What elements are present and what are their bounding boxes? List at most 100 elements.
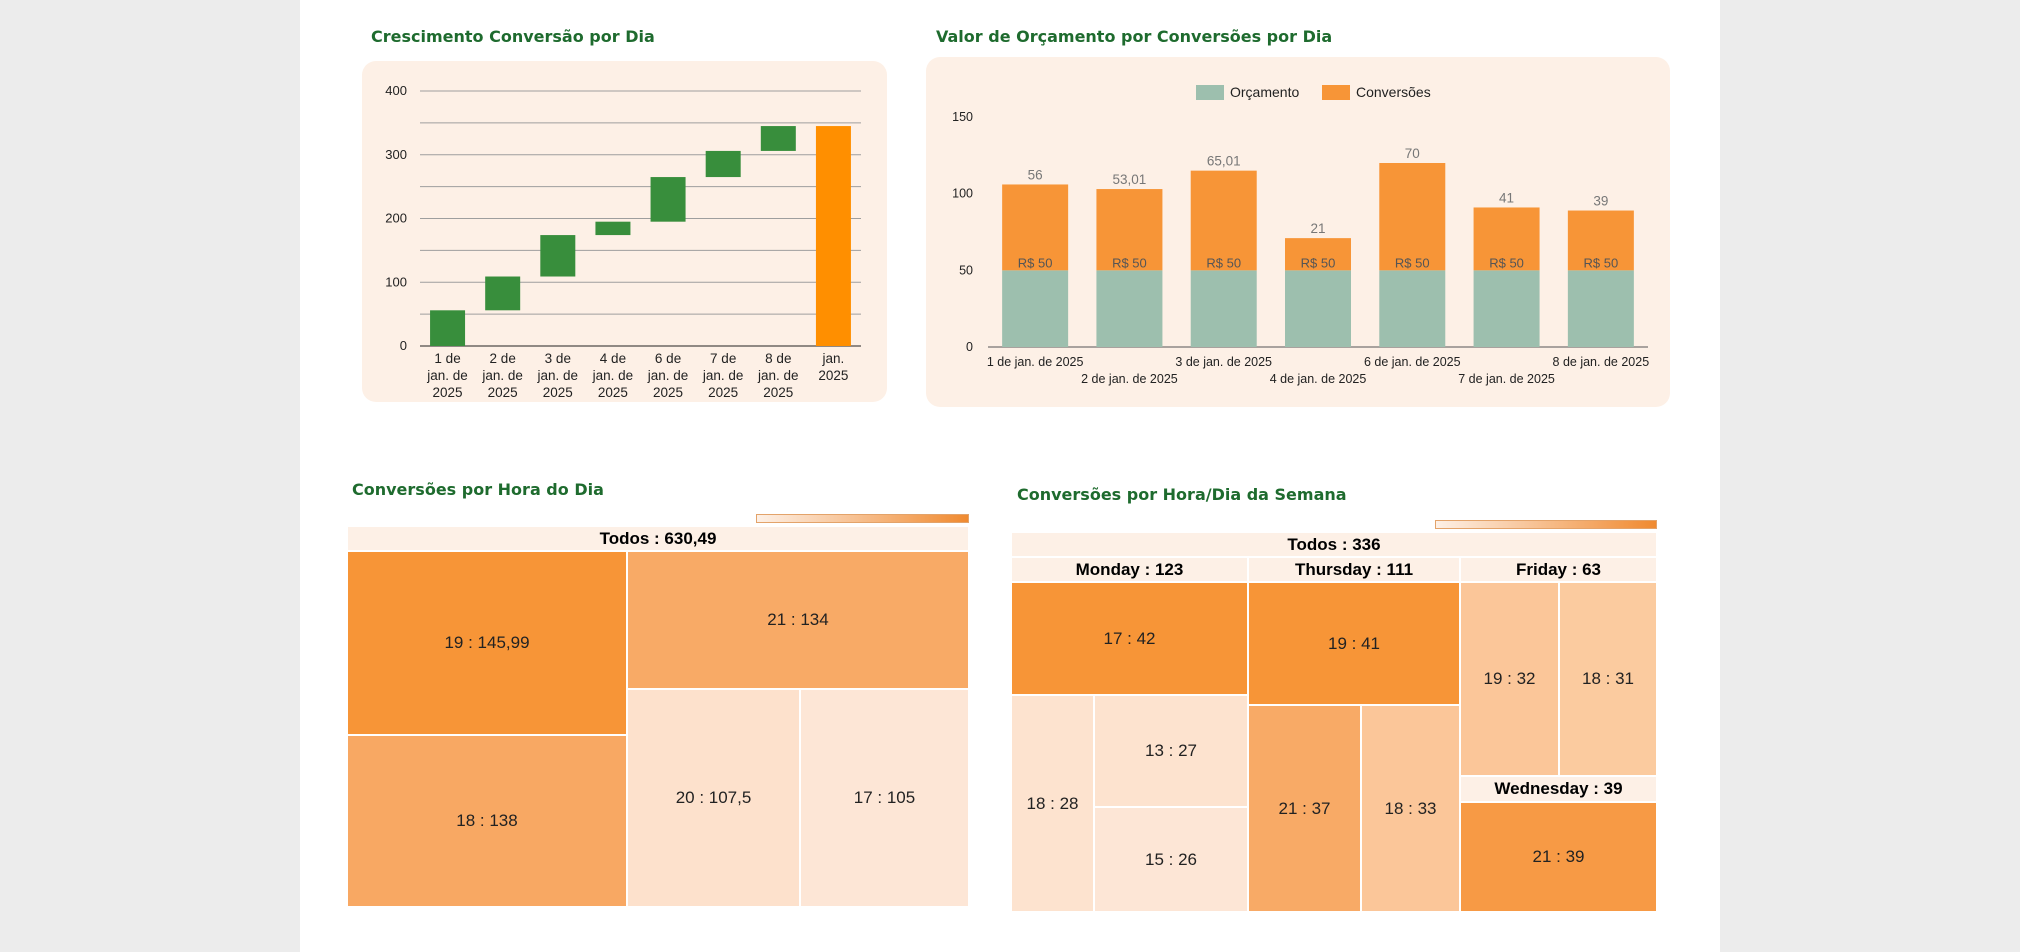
data-label-conversoes: 65,01 bbox=[1207, 154, 1241, 169]
treemap-cell[interactable]: 18 : 33 bbox=[1361, 705, 1460, 912]
waterfall-title: Crescimento Conversão por Dia bbox=[371, 27, 655, 46]
x-tick-label: jan. de bbox=[757, 368, 799, 383]
treemap-cell[interactable]: 17 : 42 bbox=[1011, 582, 1248, 695]
bar-conversoes bbox=[1473, 207, 1540, 271]
x-tick-label: 3 de bbox=[545, 351, 571, 366]
data-label-conversoes: 56 bbox=[1028, 167, 1043, 182]
treemap-cell[interactable]: 21 : 39 bbox=[1460, 802, 1657, 912]
x-tick-label: 4 de jan. de 2025 bbox=[1270, 372, 1367, 386]
x-tick-label: 2025 bbox=[433, 385, 463, 400]
x-tick-label: 7 de jan. de 2025 bbox=[1458, 372, 1555, 386]
y-tick-label: 200 bbox=[385, 211, 407, 226]
treemap-cell[interactable]: 21 : 134 bbox=[627, 551, 969, 689]
report-page: Crescimento Conversão por Dia 0 100 200 300… bbox=[300, 0, 1720, 952]
y-tick-label: 300 bbox=[385, 147, 407, 162]
budget-title: Valor de Orçamento por Conversões por Di… bbox=[936, 27, 1333, 46]
treemap-group-header: Friday : 63 bbox=[1460, 557, 1657, 582]
legend-label-conversoes: Conversões bbox=[1356, 84, 1431, 100]
treemap-cell[interactable]: 18 : 31 bbox=[1559, 582, 1657, 776]
treemap-cell[interactable]: 20 : 107,5 bbox=[627, 689, 800, 907]
x-tick-label: 2025 bbox=[653, 385, 683, 400]
y-tick-label: 100 bbox=[385, 274, 407, 289]
y-tick-label: 400 bbox=[385, 83, 407, 98]
waterfall-bar bbox=[760, 126, 796, 151]
data-label-orcamento: R$ 50 bbox=[1301, 255, 1336, 270]
data-label-orcamento: R$ 50 bbox=[1584, 255, 1619, 270]
x-tick-label: 2025 bbox=[818, 368, 848, 383]
week-color-legend bbox=[1435, 520, 1657, 529]
x-tick-label: jan. de bbox=[702, 368, 744, 383]
waterfall-bar bbox=[430, 310, 466, 346]
hour-treemap-title: Conversões por Hora do Dia bbox=[352, 480, 604, 499]
data-label-conversoes: 39 bbox=[1593, 194, 1608, 209]
hour-treemap-root: Todos : 630,49 bbox=[347, 526, 969, 551]
data-label-orcamento: R$ 50 bbox=[1395, 255, 1430, 270]
treemap-cell[interactable]: 19 : 41 bbox=[1248, 582, 1460, 705]
x-tick-label: 7 de bbox=[710, 351, 736, 366]
bar-conversoes bbox=[1002, 184, 1069, 271]
x-tick-label: 2025 bbox=[598, 385, 628, 400]
waterfall-bar bbox=[705, 150, 741, 178]
y-tick-label: 150 bbox=[952, 110, 973, 124]
x-tick-label: 2025 bbox=[543, 385, 573, 400]
waterfall-bar bbox=[540, 235, 576, 277]
legend-label-orcamento: Orçamento bbox=[1230, 84, 1299, 100]
waterfall-bar bbox=[595, 221, 631, 236]
x-tick-label: jan. bbox=[822, 351, 845, 366]
x-tick-label: jan. de bbox=[426, 368, 468, 383]
waterfall-chart: 0 100 200 300 400 1 de jan. de 2025 2 de jan. de 2… bbox=[385, 83, 861, 400]
x-tick-label: 6 de bbox=[655, 351, 681, 366]
bar-orcamento bbox=[1379, 270, 1446, 347]
data-label-orcamento: R$ 50 bbox=[1489, 255, 1524, 270]
bar-orcamento bbox=[1096, 270, 1163, 347]
treemap-cell[interactable]: 15 : 26 bbox=[1094, 807, 1248, 912]
data-label-conversoes: 53,01 bbox=[1113, 172, 1147, 187]
legend-swatch-conversoes bbox=[1322, 85, 1350, 100]
x-tick-label: 8 de bbox=[765, 351, 791, 366]
x-tick-label: 2025 bbox=[708, 385, 738, 400]
treemap-group-header: Wednesday : 39 bbox=[1460, 776, 1657, 802]
waterfall-bar bbox=[485, 276, 521, 311]
hour-color-legend bbox=[756, 514, 969, 523]
treemap-cell[interactable]: 19 : 32 bbox=[1460, 582, 1559, 776]
treemap-group-header: Thursday : 111 bbox=[1248, 557, 1460, 582]
treemap-cell[interactable]: 18 : 28 bbox=[1011, 695, 1094, 912]
treemap-cell[interactable]: 18 : 138 bbox=[347, 735, 627, 907]
y-tick-label: 0 bbox=[400, 338, 407, 353]
bar-conversoes bbox=[1379, 163, 1446, 271]
x-tick-label: 1 de bbox=[434, 351, 460, 366]
x-tick-label: 2025 bbox=[763, 385, 793, 400]
treemap-cell[interactable]: 19 : 145,99 bbox=[347, 551, 627, 735]
data-label-orcamento: R$ 50 bbox=[1018, 255, 1053, 270]
x-tick-label: 1 de jan. de 2025 bbox=[987, 355, 1084, 369]
treemap-cell[interactable]: 17 : 105 bbox=[800, 689, 969, 907]
budget-chart: 0 50 100 150 Orçamento Conversões R$ 50 56 1 de … bbox=[952, 84, 1650, 386]
x-tick-label: 2025 bbox=[488, 385, 518, 400]
waterfall-bar bbox=[650, 177, 686, 222]
x-tick-label: 2 de jan. de 2025 bbox=[1081, 372, 1178, 386]
data-label-conversoes: 70 bbox=[1405, 146, 1420, 161]
data-label-orcamento: R$ 50 bbox=[1112, 255, 1147, 270]
treemap-cell[interactable]: 21 : 37 bbox=[1248, 705, 1361, 912]
x-tick-label: 2 de bbox=[490, 351, 516, 366]
treemap-cell[interactable]: 13 : 27 bbox=[1094, 695, 1248, 807]
x-tick-label: jan. de bbox=[592, 368, 634, 383]
bar-orcamento bbox=[1567, 270, 1634, 347]
bar-orcamento bbox=[1190, 270, 1257, 347]
data-label-orcamento: R$ 50 bbox=[1206, 255, 1241, 270]
x-tick-label: jan. de bbox=[537, 368, 579, 383]
x-tick-label: 4 de bbox=[600, 351, 626, 366]
x-tick-label: jan. de bbox=[647, 368, 689, 383]
x-tick-label: 3 de jan. de 2025 bbox=[1175, 355, 1272, 369]
bar-orcamento bbox=[1002, 270, 1069, 347]
bar-conversoes bbox=[1285, 238, 1351, 271]
x-tick-label: 8 de jan. de 2025 bbox=[1553, 355, 1650, 369]
y-tick-label: 0 bbox=[966, 340, 973, 354]
bar-conversoes bbox=[1567, 210, 1634, 271]
legend-swatch-orcamento bbox=[1196, 85, 1224, 100]
waterfall-bar bbox=[815, 126, 851, 346]
bar-conversoes bbox=[1096, 189, 1163, 271]
x-tick-label: 6 de jan. de 2025 bbox=[1364, 355, 1461, 369]
bar-orcamento bbox=[1473, 270, 1540, 347]
y-tick-label: 50 bbox=[959, 263, 973, 277]
